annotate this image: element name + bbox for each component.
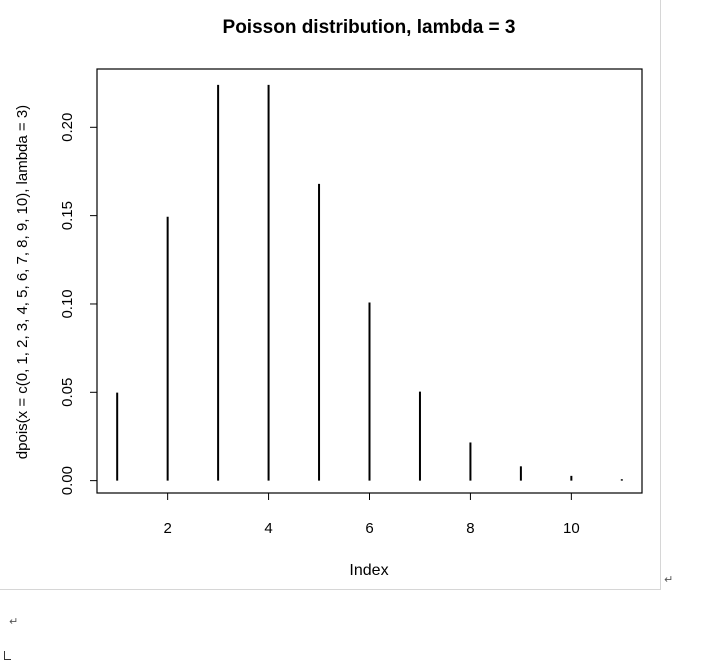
x-tick-label: 4 (264, 520, 272, 537)
x-axis: 2 4 6 8 10 (163, 492, 580, 537)
y-tick-label: 0.00 (59, 466, 76, 495)
x-tick-label: 8 (466, 520, 474, 537)
chart-title: Poisson distribution, lambda = 3 (223, 17, 516, 38)
x-tick-label: 6 (365, 520, 373, 537)
paragraph-return-mark: ↵ (664, 573, 674, 586)
paragraph-return-mark: ↵ (9, 615, 19, 628)
x-tick-label: 10 (563, 520, 580, 537)
bars-group (116, 84, 623, 481)
text-cursor-mark (4, 651, 11, 660)
x-tick-label: 2 (163, 520, 171, 537)
y-tick-label: 0.20 (59, 113, 76, 142)
y-axis-label: dpois(x = c(0, 1, 2, 3, 4, 5, 6, 7, 8, 9… (14, 105, 31, 459)
plot-frame: Poisson distribution, lambda = 3 2 4 6 8 10 … (0, 0, 661, 590)
y-tick-label: 0.15 (59, 201, 76, 230)
chart: Poisson distribution, lambda = 3 2 4 6 8 10 … (14, 17, 643, 579)
y-tick-label: 0.10 (59, 289, 76, 318)
x-axis-label: Index (349, 562, 388, 579)
y-tick-label: 0.05 (59, 378, 76, 407)
y-axis: 0.00 0.05 0.10 0.15 0.20 (59, 113, 98, 495)
